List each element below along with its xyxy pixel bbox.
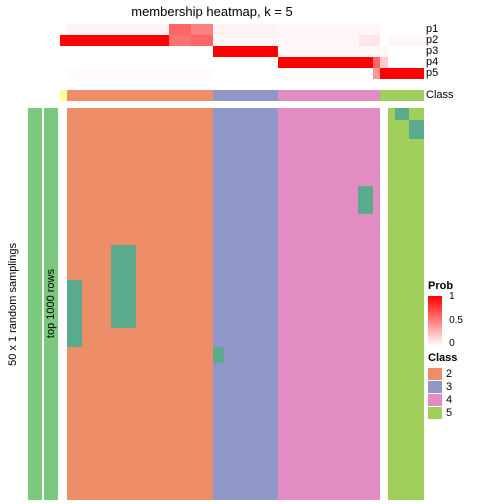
legend-entry-5: 5: [428, 407, 502, 419]
heatmap-row: [60, 363, 424, 500]
legend-entry-4: 4: [428, 394, 502, 406]
heatmap-row: [60, 120, 424, 140]
heatmap-row: [60, 328, 424, 348]
strip-samplings: [28, 108, 42, 500]
prob-gradient-bar: [428, 296, 442, 346]
top-annotation-rows: [60, 24, 424, 79]
class-annotation-row: [60, 90, 424, 101]
row-label-Class: Class: [426, 90, 504, 101]
left-side-strips: [28, 108, 60, 500]
heatmap-row: [60, 214, 424, 245]
legend-prob: Prob 1 0.5 0: [428, 280, 502, 346]
anno-row-p1: [60, 24, 424, 35]
swatch-icon: [428, 368, 442, 380]
strip-rows: [44, 108, 58, 500]
legend-entry-2: 2: [428, 368, 502, 380]
legend-class: Class 2345: [428, 352, 502, 420]
anno-row-p3: [60, 46, 424, 57]
heatmap-row: [60, 186, 424, 213]
anno-row-p2: [60, 35, 424, 46]
heatmap-row: [60, 108, 424, 120]
heatmap-row: [60, 280, 424, 327]
left-axis-label-outer: 50 x 1 random samplings: [6, 108, 20, 500]
legend-class-entries: 2345: [428, 368, 502, 419]
anno-row-p5: [60, 68, 424, 79]
prob-tick-labels: 1 0.5 0: [445, 296, 475, 346]
anno-row-p4: [60, 57, 424, 68]
heatmap-row: [60, 245, 424, 280]
row-label-p5: p5: [426, 68, 504, 79]
swatch-icon: [428, 394, 442, 406]
membership-heatmap: membership heatmap, k = 5 p1p2p3p4p5Clas…: [0, 0, 504, 504]
legend-entry-3: 3: [428, 381, 502, 393]
heatmap-body: [60, 108, 424, 500]
chart-title: membership heatmap, k = 5: [0, 4, 424, 19]
heatmap-row: [60, 139, 424, 186]
annotation-row-labels: p1p2p3p4p5Class: [426, 24, 504, 101]
swatch-icon: [428, 381, 442, 393]
heatmap-row: [60, 347, 424, 363]
swatch-icon: [428, 407, 442, 419]
